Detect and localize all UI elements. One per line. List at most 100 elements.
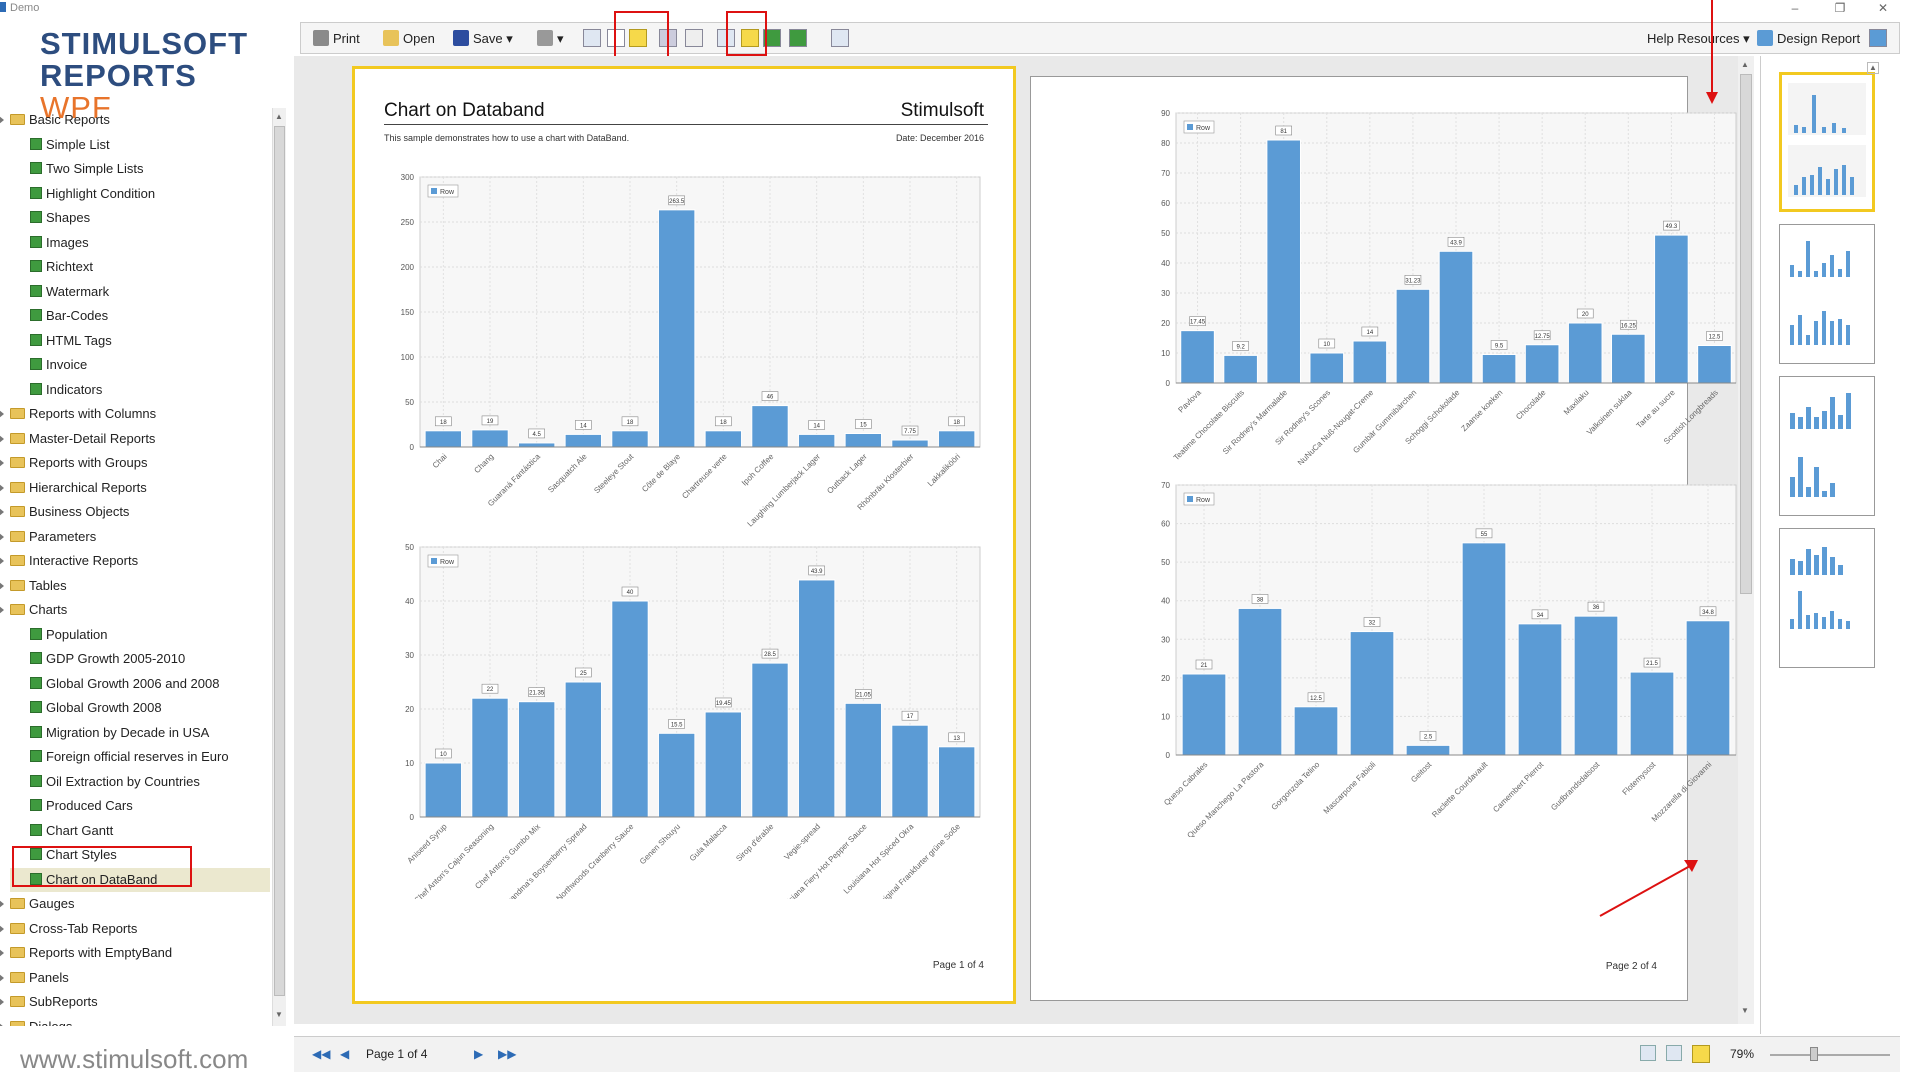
expand-arrow-icon[interactable] — [0, 924, 5, 933]
tree-report-item[interactable]: Highlight Condition — [10, 182, 270, 206]
tree-folder[interactable]: Reports with Columns — [0, 402, 270, 426]
tree-report-item[interactable]: Global Growth 2006 and 2008 — [10, 672, 270, 696]
expand-arrow-icon[interactable] — [0, 1022, 5, 1026]
data-label-box — [1699, 606, 1717, 617]
minimize-icon[interactable]: – — [1791, 1, 1799, 15]
data-label-box — [1363, 617, 1381, 627]
expand-arrow-icon[interactable] — [0, 532, 5, 541]
thumbnails-scroll-up-icon[interactable]: ▲ — [1867, 62, 1879, 74]
editor-icon[interactable] — [685, 29, 703, 47]
design-report-button[interactable]: Design Report — [1757, 29, 1860, 49]
tree-folder[interactable]: Gauges — [0, 892, 270, 916]
tree-report-item[interactable]: Foreign official reserves in Euro — [10, 745, 270, 769]
tree-report-item[interactable]: HTML Tags — [10, 329, 270, 353]
tree-report-item[interactable]: Chart Gantt — [10, 819, 270, 843]
scroll-up-icon[interactable]: ▲ — [275, 112, 283, 121]
tree-folder[interactable]: Master-Detail Reports — [0, 427, 270, 451]
tree-folder[interactable]: Business Objects — [0, 500, 270, 524]
expand-arrow-icon[interactable] — [0, 557, 5, 565]
first-page-icon[interactable]: ◀◀ — [312, 1047, 331, 1061]
expand-arrow-icon[interactable] — [0, 998, 5, 1006]
viewer-scroll-thumb[interactable] — [1740, 74, 1752, 594]
previous-page-icon[interactable]: ◀ — [340, 1047, 350, 1061]
tree-report-item[interactable]: Population — [10, 623, 270, 647]
two-pages-view-icon[interactable] — [1666, 1045, 1682, 1061]
scroll-down-icon[interactable]: ▼ — [275, 1010, 283, 1019]
multi-page-view-icon[interactable] — [1692, 1045, 1710, 1063]
chart-bar — [937, 746, 976, 818]
bookmarks-icon[interactable] — [583, 29, 601, 47]
tree-report-item[interactable]: Bar-Codes — [10, 304, 270, 328]
tree-item-label: Reports with Groups — [29, 455, 148, 470]
single-page-icon[interactable] — [741, 29, 759, 47]
one-page-view-icon[interactable] — [1640, 1045, 1656, 1061]
expand-arrow-icon[interactable] — [0, 483, 5, 492]
multiple-pages-icon[interactable] — [789, 29, 807, 47]
continuous-icon[interactable] — [763, 29, 781, 47]
next-page-icon[interactable]: ▶ — [474, 1047, 484, 1061]
chart-bar — [564, 433, 603, 448]
viewer-scrollbar[interactable]: ▲ ▼ — [1738, 56, 1754, 1024]
tree-folder[interactable]: Parameters — [0, 525, 270, 549]
viewer-scroll-down-icon[interactable]: ▼ — [1741, 1006, 1749, 1015]
thumbnail-page-4[interactable] — [1779, 528, 1875, 668]
tree-folder[interactable]: Tables — [0, 574, 270, 598]
zoom-slider-thumb[interactable] — [1810, 1047, 1818, 1061]
tree-folder[interactable]: Hierarchical Reports — [0, 476, 270, 500]
expand-arrow-icon[interactable] — [0, 973, 5, 982]
tree-folder[interactable]: Interactive Reports — [0, 549, 270, 573]
tree-report-item[interactable]: Simple List — [10, 133, 270, 157]
restore-icon[interactable]: ❐ — [1834, 1, 1846, 15]
tree-report-item[interactable]: Produced Cars — [10, 794, 270, 818]
thumbnails-icon[interactable] — [629, 29, 647, 47]
tree-report-item[interactable]: Chart on DataBand — [10, 867, 270, 892]
tree-folder[interactable]: Charts — [0, 598, 270, 622]
expand-arrow-icon[interactable] — [0, 606, 5, 614]
parameters-icon[interactable] — [607, 29, 625, 47]
tree-folder[interactable]: Cross-Tab Reports — [0, 917, 270, 941]
expand-arrow-icon[interactable] — [0, 434, 5, 443]
thumbnail-page-2[interactable] — [1779, 224, 1875, 364]
page-setup-icon[interactable] — [831, 29, 849, 47]
last-page-icon[interactable]: ▶▶ — [498, 1047, 517, 1061]
tree-report-item[interactable]: GDP Growth 2005-2010 — [10, 647, 270, 671]
tree-report-item[interactable]: Indicators — [10, 378, 270, 402]
tree-report-item[interactable]: Images — [10, 231, 270, 255]
expand-arrow-icon[interactable] — [0, 581, 5, 590]
tree-report-item[interactable]: Two Simple Lists — [10, 157, 270, 181]
expand-arrow-icon[interactable] — [0, 410, 5, 418]
thumbnail-page-3[interactable] — [1779, 376, 1875, 516]
print-button[interactable]: Print — [313, 29, 360, 49]
expand-arrow-icon[interactable] — [0, 949, 5, 957]
tree-report-item[interactable]: Oil Extraction by Countries — [10, 770, 270, 794]
close-icon[interactable]: ✕ — [1877, 1, 1889, 15]
expand-arrow-icon[interactable] — [0, 459, 5, 467]
viewer-scroll-up-icon[interactable]: ▲ — [1741, 60, 1749, 69]
send-button[interactable]: ▾ — [537, 29, 564, 49]
tree-folder[interactable]: SubReports — [0, 990, 270, 1014]
expand-arrow-icon[interactable] — [0, 508, 5, 516]
tree-report-item[interactable]: Global Growth 2008 — [10, 696, 270, 720]
tree-folder[interactable]: Reports with EmptyBand — [0, 941, 270, 965]
thumbnail-page-1[interactable] — [1779, 72, 1875, 212]
expand-arrow-icon[interactable] — [0, 116, 5, 124]
page-indicator[interactable]: Page 1 of 4 — [366, 1047, 428, 1061]
tree-folder[interactable]: Dialogs — [0, 1015, 270, 1026]
expand-arrow-icon[interactable] — [0, 900, 5, 908]
tree-folder[interactable]: Panels — [0, 966, 270, 990]
tree-scroll-thumb[interactable] — [274, 126, 285, 996]
open-button[interactable]: Open — [383, 29, 435, 49]
save-button[interactable]: Save ▾ — [453, 29, 513, 49]
tree-folder[interactable]: Basic Reports — [0, 108, 270, 132]
tree-folder[interactable]: Reports with Groups — [0, 451, 270, 475]
tree-scrollbar[interactable]: ▲ ▼ — [272, 108, 286, 1026]
exit-icon[interactable] — [1869, 29, 1887, 47]
tree-report-item[interactable]: Migration by Decade in USA — [10, 721, 270, 745]
tree-report-item[interactable]: Watermark — [10, 280, 270, 304]
tree-report-item[interactable]: Richtext — [10, 255, 270, 279]
zoom-slider[interactable] — [1770, 1054, 1890, 1056]
tree-report-item[interactable]: Chart Styles — [10, 843, 270, 867]
tree-report-item[interactable]: Invoice — [10, 353, 270, 377]
help-resources-button[interactable]: Help Resources ▾ — [1647, 31, 1750, 46]
tree-report-item[interactable]: Shapes — [10, 206, 270, 230]
